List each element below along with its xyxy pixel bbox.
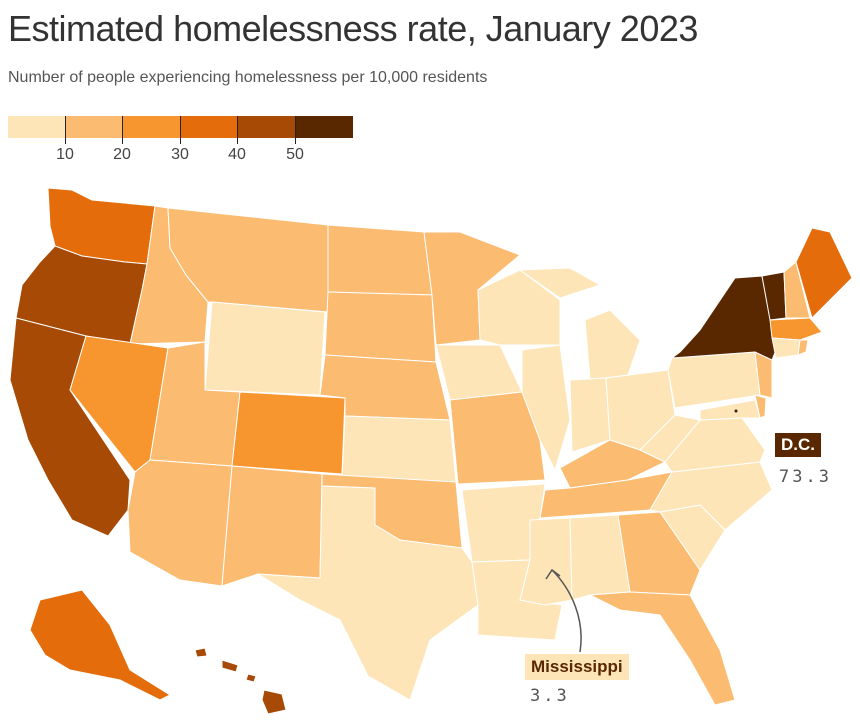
state-maine[interactable]	[795, 227, 853, 319]
state-florida[interactable]	[589, 591, 736, 706]
state-north-dakota[interactable]	[327, 224, 433, 296]
dc-callout-label: D.C.	[775, 433, 821, 457]
mississippi-callout-label: Mississippi	[525, 654, 629, 680]
color-legend: 10 20 30 40 50	[8, 116, 353, 176]
state-rhode-island[interactable]	[797, 339, 809, 356]
legend-bins	[8, 116, 353, 138]
legend-tick-10	[65, 116, 66, 144]
state-missouri[interactable]	[449, 391, 546, 485]
state-wyoming[interactable]	[204, 301, 326, 396]
state-delaware[interactable]	[754, 394, 767, 419]
mississippi-callout-arrowhead	[545, 568, 561, 580]
state-michigan-up[interactable]	[519, 267, 601, 299]
mississippi-callout-arrow	[551, 569, 582, 653]
legend-tick-20	[122, 116, 123, 144]
state-indiana[interactable]	[569, 377, 611, 453]
state-georgia[interactable]	[617, 511, 701, 596]
chart-subtitle: Number of people experiencing homelessne…	[8, 69, 488, 86]
legend-tick-30	[180, 116, 181, 144]
dc-callout-value: 73.3	[779, 467, 832, 487]
state-maryland[interactable]	[699, 399, 761, 421]
legend-bin-2	[123, 116, 181, 138]
legend-tick-40	[237, 116, 238, 144]
legend-label-40: 40	[228, 146, 246, 163]
legend-tick-50	[295, 116, 296, 144]
state-pennsylvania[interactable]	[667, 351, 761, 409]
mississippi-callout-value: 3.3	[530, 686, 570, 706]
state-iowa[interactable]	[435, 344, 523, 401]
legend-label-20: 20	[113, 146, 131, 163]
legend-bin-5	[295, 116, 353, 138]
us-choropleth-map	[9, 187, 853, 715]
state-colorado[interactable]	[231, 391, 346, 475]
chart-title: Estimated homelessness rate, January 202…	[8, 8, 698, 49]
legend-label-50: 50	[286, 146, 304, 163]
state-hawaii[interactable]	[194, 647, 287, 715]
legend-label-30: 30	[171, 146, 189, 163]
state-kansas[interactable]	[341, 415, 457, 483]
state-new-mexico[interactable]	[221, 465, 323, 587]
state-connecticut[interactable]	[771, 337, 801, 359]
state-new-york[interactable]	[671, 275, 777, 361]
dc-marker	[734, 409, 738, 413]
state-michigan[interactable]	[584, 309, 641, 381]
legend-bin-0	[8, 116, 66, 138]
state-texas[interactable]	[257, 485, 479, 701]
state-illinois[interactable]	[521, 344, 571, 471]
state-arizona[interactable]	[127, 459, 233, 587]
legend-bin-3	[180, 116, 238, 138]
state-south-dakota[interactable]	[324, 291, 437, 363]
state-alaska[interactable]	[29, 589, 171, 701]
legend-bin-4	[238, 116, 296, 138]
legend-label-10: 10	[56, 146, 74, 163]
state-massachusetts[interactable]	[769, 317, 823, 341]
legend-bin-1	[65, 116, 123, 138]
